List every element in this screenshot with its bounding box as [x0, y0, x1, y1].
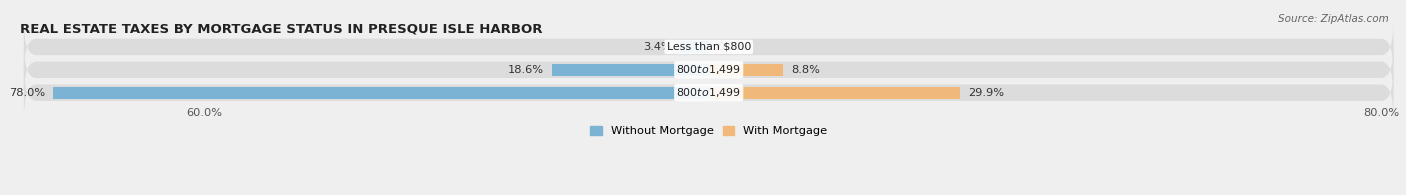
Bar — [53, 87, 709, 99]
Text: 0.0%: 0.0% — [717, 42, 747, 52]
Text: $800 to $1,499: $800 to $1,499 — [676, 63, 741, 76]
FancyBboxPatch shape — [24, 44, 1393, 96]
Text: Source: ZipAtlas.com: Source: ZipAtlas.com — [1278, 14, 1389, 24]
Text: 18.6%: 18.6% — [508, 65, 544, 75]
Bar — [553, 64, 709, 76]
Text: 8.8%: 8.8% — [792, 65, 820, 75]
Text: 29.9%: 29.9% — [969, 88, 1004, 98]
Bar — [709, 64, 783, 76]
Text: 78.0%: 78.0% — [8, 88, 45, 98]
Text: 3.4%: 3.4% — [643, 42, 672, 52]
Text: $800 to $1,499: $800 to $1,499 — [676, 86, 741, 99]
Text: REAL ESTATE TAXES BY MORTGAGE STATUS IN PRESQUE ISLE HARBOR: REAL ESTATE TAXES BY MORTGAGE STATUS IN … — [20, 22, 543, 35]
FancyBboxPatch shape — [24, 21, 1393, 73]
Text: Less than $800: Less than $800 — [666, 42, 751, 52]
Bar — [709, 87, 960, 99]
FancyBboxPatch shape — [24, 67, 1393, 119]
Legend: Without Mortgage, With Mortgage: Without Mortgage, With Mortgage — [585, 121, 832, 141]
Bar — [681, 41, 709, 53]
